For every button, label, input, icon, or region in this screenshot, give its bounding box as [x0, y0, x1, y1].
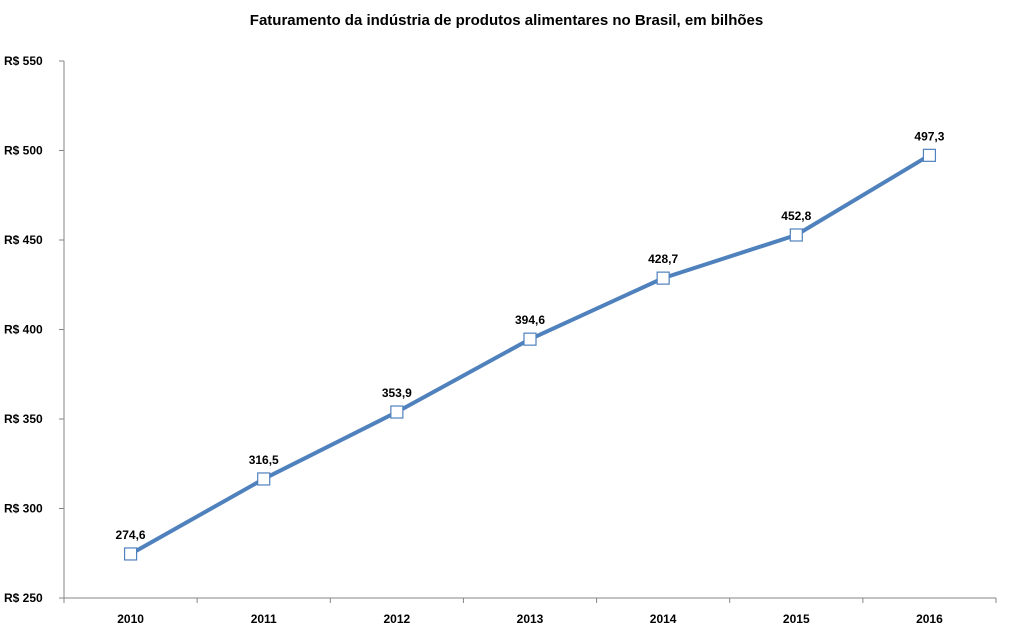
data-point-marker	[390, 405, 404, 419]
y-tick-label: R$ 350	[4, 412, 43, 426]
y-tick-label: R$ 250	[4, 591, 43, 605]
data-point-marker	[922, 148, 937, 162]
chart-title: Faturamento da indústria de produtos ali…	[249, 12, 764, 29]
data-point-marker	[257, 472, 271, 486]
y-tick-label: R$ 300	[4, 502, 43, 516]
series-group	[123, 148, 937, 561]
x-tick-label: 2014	[650, 612, 677, 626]
data-label: 353,9	[382, 386, 412, 400]
data-labels: 274,6 316,5 353,9 394,6 428,7 452,8 497,3	[116, 129, 945, 542]
data-label: 497,3	[914, 129, 944, 143]
y-tick-label: R$ 400	[4, 323, 43, 337]
axes	[59, 60, 997, 603]
data-label: 452,8	[781, 209, 811, 223]
data-point-marker	[656, 271, 670, 285]
x-tick-label: 2011	[251, 612, 277, 626]
data-label: 274,6	[116, 528, 146, 542]
data-point-marker	[123, 547, 138, 561]
data-point-marker	[789, 228, 803, 242]
x-tick-label: 2015	[783, 612, 810, 626]
y-tick-label: R$ 500	[4, 144, 43, 158]
data-label: 316,5	[249, 453, 279, 467]
x-tick-label: 2013	[517, 612, 544, 626]
data-label: 394,6	[515, 313, 545, 327]
y-axis-tick-labels: R$ 250 R$ 300 R$ 350 R$ 400 R$ 450 R$ 500 R$ 5…	[4, 54, 43, 605]
x-tick-label: 2016	[916, 612, 943, 626]
x-tick-label: 2012	[384, 612, 411, 626]
x-axis-tick-labels: 2010 2011 2012 2013 2014 2015 2016	[117, 612, 943, 626]
data-point-marker	[523, 332, 537, 346]
x-tick-label: 2010	[117, 612, 144, 626]
data-label: 428,7	[648, 252, 678, 266]
y-tick-label: R$ 550	[4, 54, 43, 68]
y-tick-label: R$ 450	[4, 233, 43, 247]
